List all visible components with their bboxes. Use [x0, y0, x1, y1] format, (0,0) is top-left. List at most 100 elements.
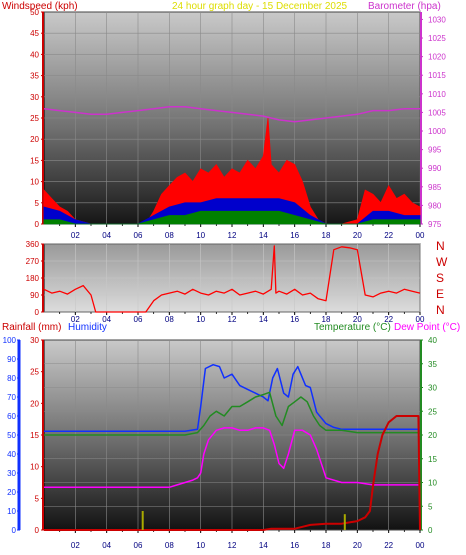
barometer-y-tick-label: 985 — [428, 183, 442, 192]
temp-x-tick-label: 02 — [71, 541, 80, 550]
wind-y-tick-label: 15 — [30, 156, 39, 165]
humidity-line — [44, 363, 420, 432]
rainfall-y-tick-label: 25 — [30, 368, 39, 377]
humidity-axis-title: Humidity — [68, 322, 107, 333]
temperature-y-tick-label: 15 — [428, 455, 437, 464]
humidity-y-tick-label: 50 — [7, 431, 16, 440]
direction-x-tick-label: 12 — [228, 315, 237, 324]
dewpoint-line — [44, 427, 420, 489]
direction-x-tick-label: 14 — [259, 315, 268, 324]
barometer-axis-title: Barometer (hpa) — [368, 1, 441, 12]
compass-label-n-top: N — [436, 239, 445, 253]
temp-x-tick-label: 08 — [165, 541, 174, 550]
barometer-y-tick-label: 975 — [428, 220, 442, 229]
barometer-line — [43, 106, 420, 123]
wind-y-tick-label: 35 — [30, 72, 39, 81]
temp-x-tick-label: 04 — [102, 541, 111, 550]
direction-x-tick-label: 20 — [353, 315, 362, 324]
compass-label-n-bottom: N — [436, 303, 445, 317]
direction-x-tick-label: 16 — [290, 315, 299, 324]
compass-label-s: S — [436, 271, 444, 285]
temperature-y-tick-label: 35 — [428, 360, 437, 369]
humidity-y-tick-label: 40 — [7, 450, 16, 459]
humidity-y-tick-label: 10 — [7, 507, 16, 516]
wind-y-tick-label: 45 — [30, 29, 39, 38]
direction-y-tick-label: 180 — [26, 274, 40, 283]
direction-x-tick-label: 00 — [416, 315, 425, 324]
wind-direction-line — [43, 245, 421, 313]
wind-x-tick-label: 08 — [165, 231, 174, 240]
wind-y-tick-label: 5 — [35, 199, 40, 208]
temp-x-tick-label: 12 — [228, 541, 237, 550]
humidity-y-tick-label: 80 — [7, 374, 16, 383]
calm-wind-area — [43, 210, 421, 225]
rainfall-y-tick-label: 0 — [35, 526, 40, 535]
wind-x-tick-label: 04 — [102, 231, 111, 240]
barometer-y-tick-label: 1030 — [428, 15, 446, 24]
barometer-y-tick-label: 1005 — [428, 108, 446, 117]
wind-x-tick-label: 12 — [228, 231, 237, 240]
temperature-axis-title: Temperature (°C) — [314, 322, 391, 333]
series-layer — [43, 106, 421, 531]
humidity-y-tick-label: 0 — [12, 526, 17, 535]
wind-x-tick-label: 22 — [384, 231, 393, 240]
rainfall-y-tick-label: 5 — [35, 494, 40, 503]
wind-y-tick-label: 40 — [30, 50, 39, 59]
barometer-y-tick-label: 980 — [428, 201, 442, 210]
temp-x-tick-label: 18 — [322, 541, 331, 550]
temp-x-tick-label: 22 — [384, 541, 393, 550]
wind-x-tick-label: 18 — [322, 231, 331, 240]
barometer-y-tick-label: 990 — [428, 164, 442, 173]
wind-y-tick-label: 25 — [30, 114, 39, 123]
chart-title: 24 hour graph day - 15 December 2025 — [172, 1, 348, 12]
dewpoint-axis-title: Dew Point (°C) — [394, 322, 460, 333]
temperature-y-tick-label: 20 — [428, 431, 437, 440]
direction-y-tick-label: 90 — [30, 291, 39, 300]
wind-x-tick-label: 16 — [290, 231, 299, 240]
wind-x-tick-label: 10 — [196, 231, 205, 240]
temperature-y-tick-label: 0 — [428, 526, 433, 535]
direction-x-tick-label: 06 — [134, 315, 143, 324]
barometer-y-tick-label: 995 — [428, 146, 442, 155]
rainfall-y-tick-label: 20 — [30, 399, 39, 408]
rainfall-y-tick-label: 10 — [30, 463, 39, 472]
humidity-y-tick-label: 30 — [7, 469, 16, 478]
barometer-y-tick-label: 1020 — [428, 53, 446, 62]
wind-y-tick-label: 30 — [30, 93, 39, 102]
axis-layer: 0510152025303540455097598098599099510001… — [3, 8, 447, 550]
direction-x-tick-label: 22 — [384, 315, 393, 324]
direction-x-tick-label: 02 — [71, 315, 80, 324]
wind-x-tick-label: 06 — [134, 231, 143, 240]
temp-x-tick-label: 00 — [416, 541, 425, 550]
wind-y-tick-label: 50 — [30, 8, 39, 17]
humidity-y-tick-label: 100 — [3, 336, 17, 345]
barometer-y-tick-label: 1010 — [428, 90, 446, 99]
wind-x-tick-label: 02 — [71, 231, 80, 240]
wind-y-tick-label: 0 — [35, 220, 40, 229]
barometer-y-tick-label: 1025 — [428, 34, 446, 43]
temp-x-tick-label: 06 — [134, 541, 143, 550]
temperature-y-tick-label: 10 — [428, 479, 437, 488]
rainfall-line — [44, 415, 421, 531]
temperature-line — [44, 391, 420, 436]
temp-x-tick-label: 14 — [259, 541, 268, 550]
direction-x-tick-label: 10 — [196, 315, 205, 324]
rainfall-y-tick-label: 30 — [30, 336, 39, 345]
wind-x-tick-label: 14 — [259, 231, 268, 240]
temp-x-tick-label: 10 — [196, 541, 205, 550]
wind-x-tick-label: 00 — [416, 231, 425, 240]
wind-x-tick-label: 20 — [353, 231, 362, 240]
temp-x-tick-label: 20 — [353, 541, 362, 550]
humidity-y-tick-label: 90 — [7, 355, 16, 364]
direction-y-tick-label: 270 — [26, 257, 40, 266]
direction-x-tick-label: 04 — [102, 315, 111, 324]
direction-x-tick-label: 18 — [322, 315, 331, 324]
rainfall-y-tick-label: 15 — [30, 431, 39, 440]
compass-label-w: W — [436, 255, 448, 269]
windspeed-axis-title: Windspeed (kph) — [2, 1, 78, 12]
barometer-y-tick-label: 1000 — [428, 127, 446, 136]
temperature-y-tick-label: 40 — [428, 336, 437, 345]
temperature-y-tick-label: 5 — [428, 502, 433, 511]
direction-x-tick-label: 08 — [165, 315, 174, 324]
